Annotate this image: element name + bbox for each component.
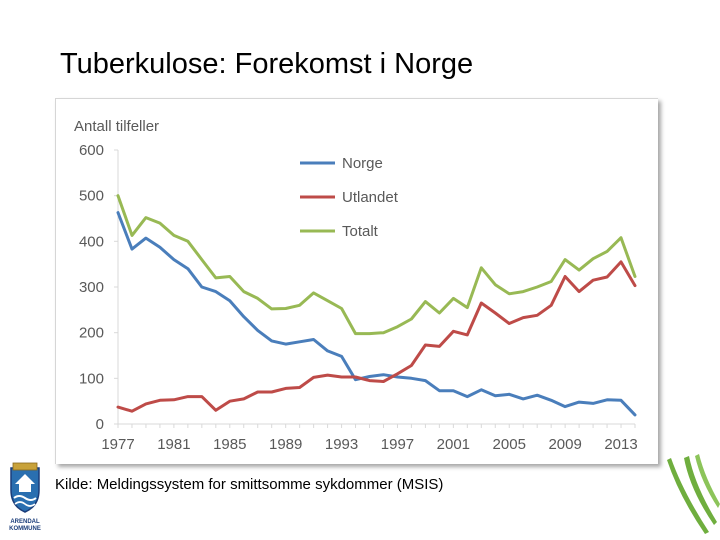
series-line-norge xyxy=(116,211,637,417)
x-tick-label: 1993 xyxy=(325,436,358,453)
slide-title: Tuberkulose: Forekomst i Norge xyxy=(60,48,474,80)
x-tick-label: 2009 xyxy=(548,436,581,453)
x-tick-label: 1981 xyxy=(157,436,190,453)
x-tick-label: 2005 xyxy=(493,436,526,453)
logo-line-2: KOMMUNE xyxy=(9,526,41,532)
x-tick-label: 1989 xyxy=(269,436,302,453)
series-line-totalt xyxy=(116,194,637,336)
y-tick-label: 300 xyxy=(79,279,104,296)
y-tick-label: 100 xyxy=(79,370,104,387)
incidence-line-chart: Antall tilfeller 0 100 200 300 400 500 600 1977… xyxy=(74,118,638,453)
arendal-logo: ARENDAL KOMMUNE xyxy=(5,460,45,538)
chart-legend: Norge Utlandet Totalt xyxy=(300,155,399,240)
x-tick-label: 2013 xyxy=(604,436,637,453)
y-tick-label: 0 xyxy=(96,416,104,433)
y-tick-label: 500 xyxy=(79,188,104,205)
legend-label-utlandet: Utlandet xyxy=(342,189,399,206)
chart-axes: 0 100 200 300 400 500 600 1977 1981 1985 1989 1993 1… xyxy=(79,142,638,453)
x-tick-label: 1985 xyxy=(213,436,246,453)
x-tick-label: 1997 xyxy=(381,436,414,453)
y-tick-label: 600 xyxy=(79,142,104,159)
source-note: Kilde: Meldingssystem for smittsomme syk… xyxy=(55,476,444,493)
x-tick-label: 1977 xyxy=(101,436,134,453)
decorative-swoosh-icon xyxy=(667,454,720,534)
chart-panel: Antall tilfeller 0 100 200 300 400 500 600 1977… xyxy=(55,98,658,464)
y-tick-label: 200 xyxy=(79,325,104,342)
x-tick-label: 2001 xyxy=(437,436,470,453)
series-line-utlandet xyxy=(116,260,637,413)
legend-label-totalt: Totalt xyxy=(342,223,379,240)
legend-label-norge: Norge xyxy=(342,155,383,172)
logo-line-1: ARENDAL xyxy=(10,519,40,525)
y-tick-label: 400 xyxy=(79,233,104,250)
y-axis-label: Antall tilfeller xyxy=(74,118,159,135)
chart-series xyxy=(116,194,637,417)
arendal-coat-of-arms-icon xyxy=(10,462,40,513)
